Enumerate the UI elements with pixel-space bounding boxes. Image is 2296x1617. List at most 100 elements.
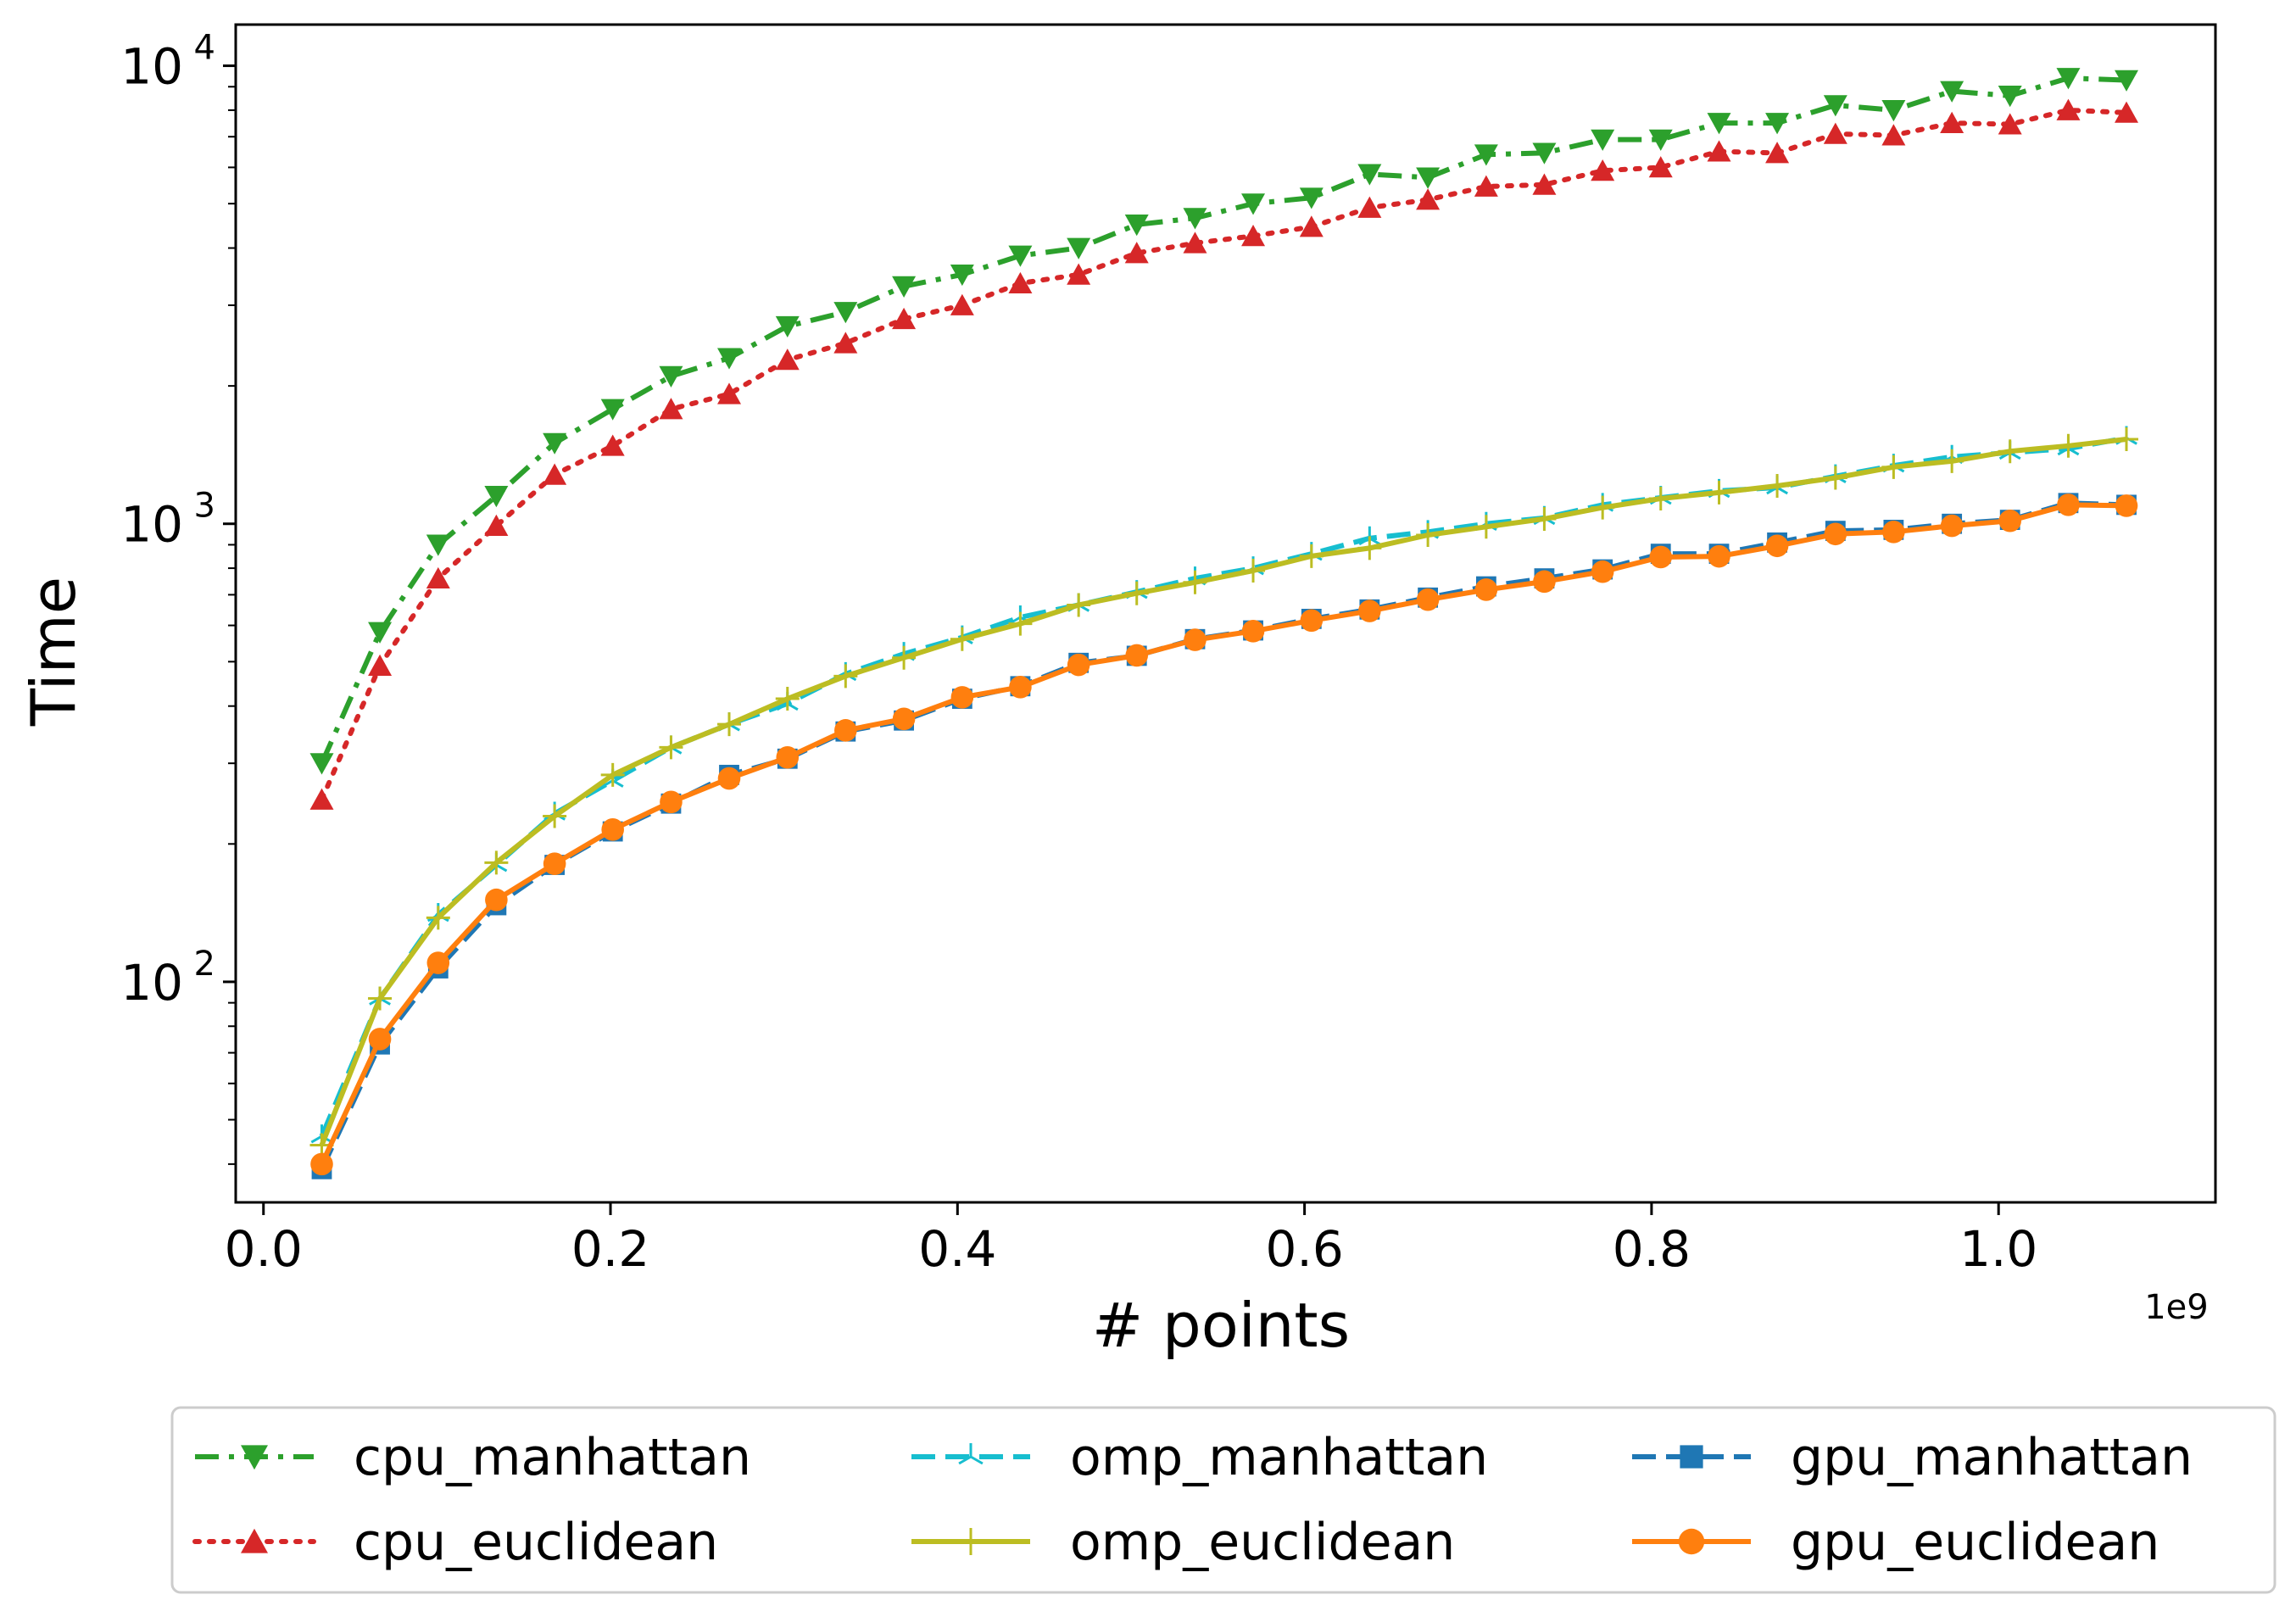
data-point bbox=[484, 514, 509, 536]
y-tick-exponent: 2 bbox=[194, 945, 215, 984]
data-point bbox=[776, 745, 800, 769]
plot-area bbox=[309, 68, 2139, 1179]
data-point bbox=[543, 804, 567, 828]
data-point bbox=[368, 654, 393, 676]
data-point bbox=[1008, 611, 1033, 636]
data-point bbox=[1474, 175, 1498, 197]
data-point bbox=[600, 399, 625, 421]
data-point bbox=[1358, 599, 1381, 622]
data-point bbox=[1008, 245, 1033, 267]
legend: cpu_manhattan cpu_euclidean omp_manhattano… bbox=[170, 1406, 2276, 1594]
data-point bbox=[543, 432, 567, 454]
data-point bbox=[892, 707, 916, 731]
plot-frame bbox=[234, 23, 2217, 1204]
legend-marker bbox=[1680, 1445, 1703, 1469]
data-point bbox=[600, 762, 625, 787]
data-point bbox=[1124, 214, 1149, 237]
data-point bbox=[1591, 495, 1615, 520]
data-point bbox=[1940, 514, 1964, 538]
data-point bbox=[950, 293, 974, 315]
legend-label: gpu_manhattan bbox=[1791, 1428, 2193, 1487]
data-point bbox=[1067, 263, 1091, 285]
data-point bbox=[775, 315, 800, 338]
data-point bbox=[1241, 620, 1265, 643]
series-line bbox=[319, 437, 2127, 1146]
data-point bbox=[1184, 628, 1207, 651]
data-point bbox=[1067, 653, 1090, 677]
y-tick-exponent: 3 bbox=[194, 487, 215, 526]
y-tick-base: 10 bbox=[120, 954, 183, 1012]
data-point bbox=[717, 712, 742, 737]
data-point bbox=[1707, 480, 1731, 505]
data-point bbox=[426, 534, 450, 556]
data-point bbox=[1474, 144, 1498, 166]
data-point bbox=[1882, 521, 1905, 544]
data-point bbox=[1008, 271, 1033, 294]
legend-label: cpu_euclidean bbox=[354, 1513, 718, 1572]
x-tick-label: 0.2 bbox=[571, 1220, 649, 1278]
legend-marker bbox=[958, 1443, 984, 1465]
series-omp_euclidean bbox=[309, 427, 2139, 1157]
series-line bbox=[319, 107, 2129, 802]
data-point bbox=[1708, 544, 1730, 568]
data-point bbox=[2056, 433, 2081, 458]
data-point bbox=[2057, 493, 2080, 516]
legend-box bbox=[170, 1406, 2276, 1594]
legend-label: gpu_euclidean bbox=[1791, 1513, 2159, 1572]
data-point bbox=[1823, 95, 1847, 117]
x-tick-label: 1.0 bbox=[1959, 1220, 2037, 1278]
legend-label: omp_manhattan bbox=[1070, 1428, 1488, 1487]
data-point bbox=[368, 622, 393, 644]
data-point bbox=[1998, 113, 2022, 135]
data-point bbox=[950, 627, 974, 651]
legend-marker bbox=[1678, 1528, 1705, 1555]
data-point bbox=[2056, 98, 2081, 120]
data-point bbox=[368, 1028, 392, 1051]
data-point bbox=[484, 486, 509, 508]
series-line bbox=[319, 75, 2127, 765]
data-point bbox=[1881, 100, 1906, 122]
data-point bbox=[1707, 140, 1731, 162]
data-point bbox=[659, 365, 683, 388]
data-point bbox=[1357, 164, 1382, 186]
series-gpu_euclidean bbox=[310, 493, 2138, 1176]
data-point bbox=[1416, 188, 1441, 210]
data-point bbox=[660, 790, 683, 814]
data-point bbox=[1241, 224, 1266, 247]
data-point bbox=[1591, 159, 1615, 181]
data-point bbox=[892, 645, 917, 670]
data-point bbox=[1998, 439, 2022, 464]
data-point bbox=[1649, 545, 1673, 569]
data-point bbox=[1648, 487, 1673, 511]
data-point bbox=[310, 1152, 333, 1176]
data-point bbox=[775, 348, 800, 371]
data-point bbox=[1998, 86, 2022, 108]
data-point bbox=[1765, 534, 1789, 558]
data-point bbox=[1299, 215, 1324, 237]
data-point bbox=[833, 302, 858, 324]
legend-label: cpu_manhattan bbox=[354, 1428, 751, 1487]
axes: 0.0 0.2 0.4 0.6 0.8 1.0 10 2 10 3 10 4 bbox=[120, 29, 2037, 1278]
data-point bbox=[1881, 454, 1906, 479]
data-point bbox=[309, 788, 334, 810]
x-axis-offset-label: 1e9 bbox=[2144, 1288, 2209, 1327]
data-point bbox=[1591, 560, 1614, 583]
data-point bbox=[1591, 129, 1615, 151]
data-point bbox=[2115, 101, 2139, 123]
data-point bbox=[1067, 593, 1091, 617]
data-point bbox=[484, 850, 509, 875]
data-point bbox=[600, 434, 625, 456]
data-point bbox=[1124, 242, 1149, 264]
y-tick-exponent: 4 bbox=[194, 29, 215, 68]
data-point bbox=[1474, 515, 1498, 539]
data-point bbox=[717, 348, 742, 370]
data-point bbox=[717, 767, 741, 790]
data-point bbox=[717, 382, 742, 404]
data-point bbox=[1648, 129, 1673, 151]
data-point bbox=[1416, 167, 1441, 189]
data-point bbox=[1124, 581, 1149, 605]
data-point bbox=[2056, 68, 2081, 90]
legend-marker bbox=[241, 1528, 268, 1553]
